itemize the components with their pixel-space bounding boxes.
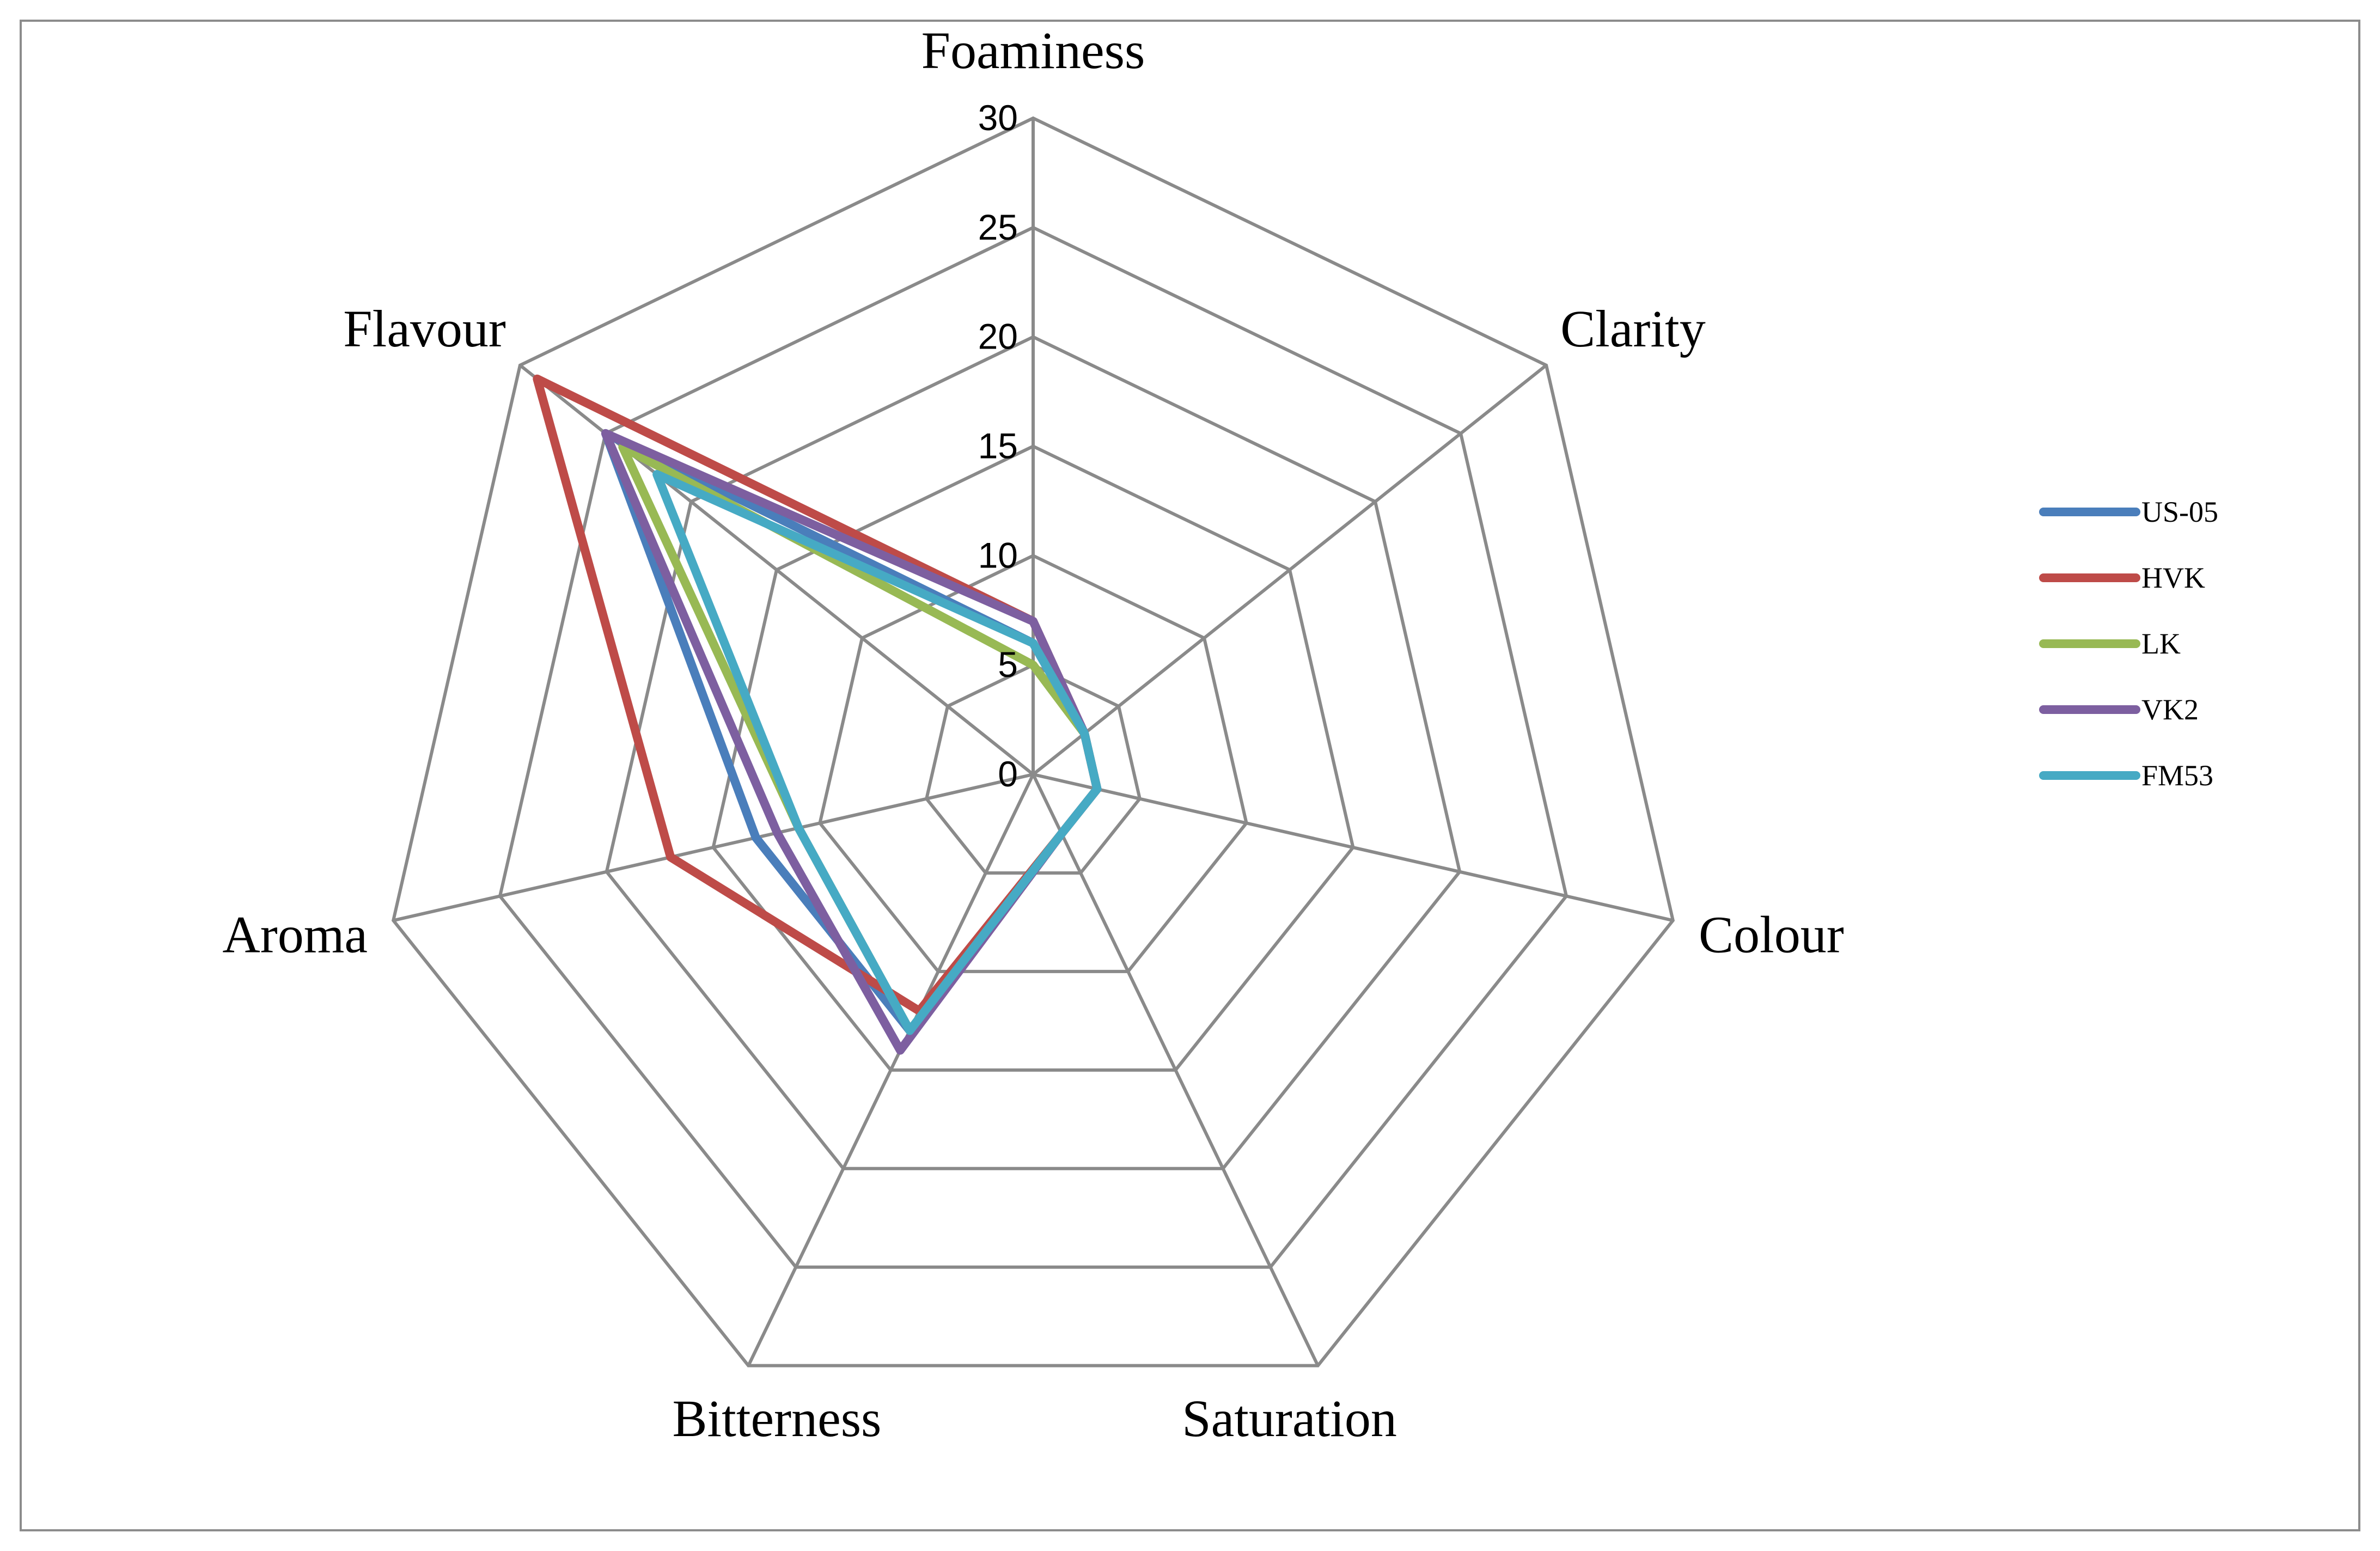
series-fm53 xyxy=(652,470,1102,1035)
tick-label-10: 10 xyxy=(978,535,1018,575)
legend: US-05 HVK LK VK2 FM53 xyxy=(2039,496,2218,792)
spoke-aroma xyxy=(393,773,1034,923)
series-layer xyxy=(533,374,1102,1055)
tick-label-20: 20 xyxy=(978,316,1018,357)
grid-ring-25 xyxy=(498,225,1569,1269)
axis-label-colour: Colour xyxy=(1699,906,1844,964)
chart-frame xyxy=(20,20,2360,1531)
legend-label-vk2: VK2 xyxy=(2141,693,2199,726)
label-layer: 0 5 10 15 20 25 30 Foaminess Clarity Colour Satura… xyxy=(222,21,1844,1448)
axis-label-foaminess: Foaminess xyxy=(922,21,1145,80)
legend-label-hvk: HVK xyxy=(2141,561,2205,594)
axis-label-bitterness: Bitterness xyxy=(672,1389,881,1448)
spoke-flavour xyxy=(519,364,1034,776)
tick-label-30: 30 xyxy=(978,97,1018,138)
tick-label-15: 15 xyxy=(978,426,1018,466)
grid-ring-15 xyxy=(711,444,1355,1072)
spoke-clarity xyxy=(1032,364,1547,776)
axis-label-aroma: Aroma xyxy=(222,906,368,964)
axis-label-saturation: Saturation xyxy=(1182,1389,1397,1448)
grid-layer xyxy=(391,116,1675,1367)
tick-label-25: 25 xyxy=(978,207,1018,247)
spoke-saturation xyxy=(1032,773,1320,1366)
grid-ring-10 xyxy=(818,554,1248,973)
axis-label-flavour: Flavour xyxy=(343,300,506,358)
axis-label-clarity: Clarity xyxy=(1560,300,1706,358)
tick-label-5: 5 xyxy=(998,644,1018,685)
tick-label-0: 0 xyxy=(998,754,1018,794)
legend-label-lk: LK xyxy=(2141,627,2181,660)
legend-label-us-05: US-05 xyxy=(2141,496,2218,528)
legend-label-fm53: FM53 xyxy=(2141,759,2213,792)
grid-ring-30 xyxy=(391,116,1675,1367)
spoke-bitterness xyxy=(747,773,1035,1366)
spoke-colour xyxy=(1033,773,1674,923)
